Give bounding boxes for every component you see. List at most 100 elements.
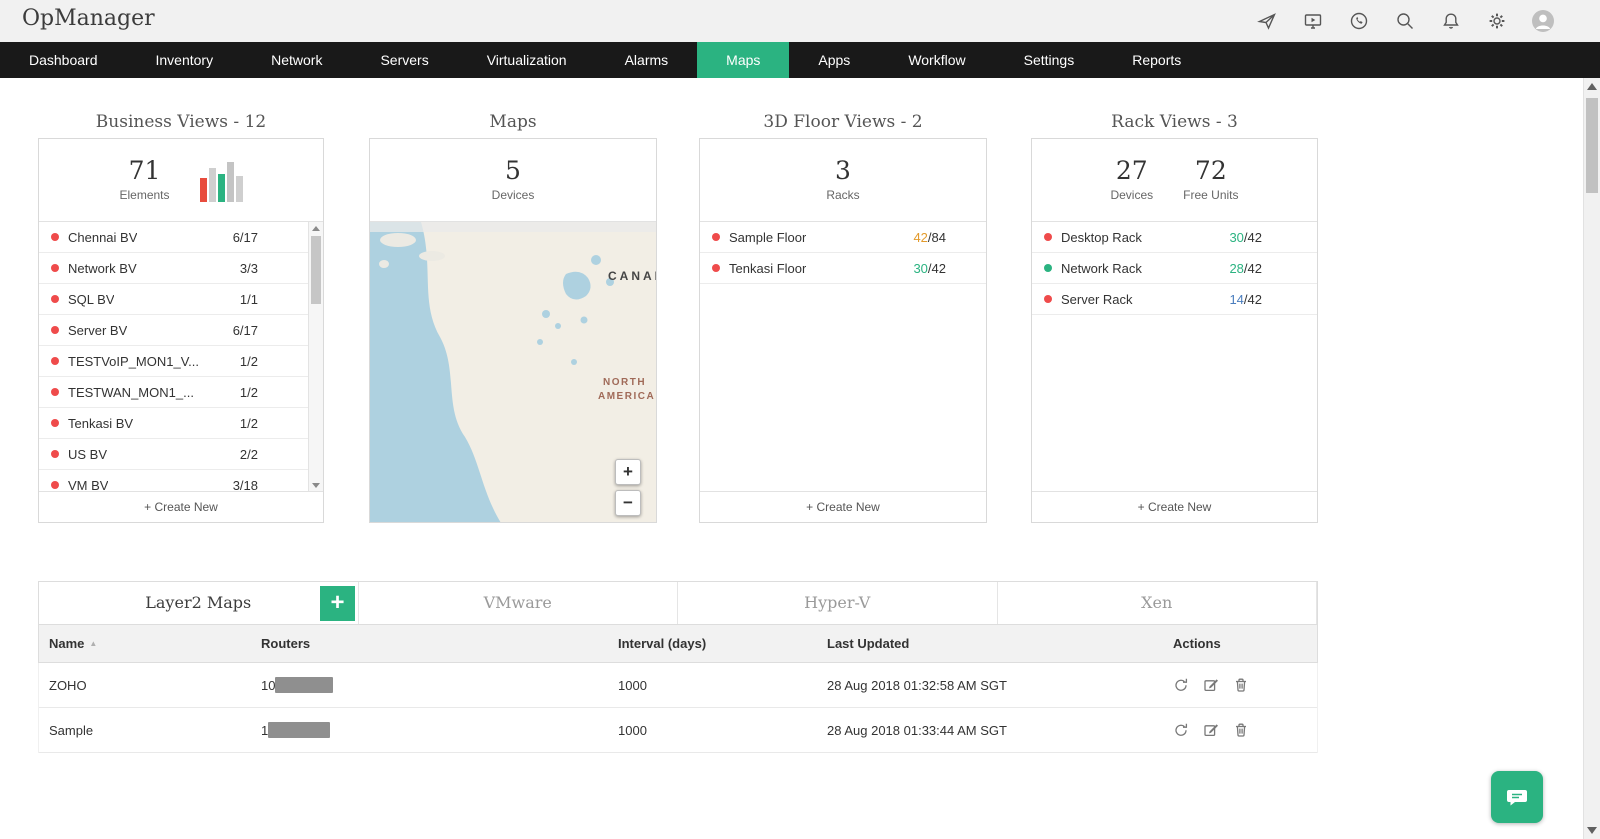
nav-apps[interactable]: Apps: [818, 52, 851, 68]
zoom-out-button[interactable]: −: [615, 490, 641, 516]
routers-value: 10: [261, 677, 276, 693]
list-item[interactable]: Network BV 3/3: [39, 253, 308, 284]
status-dot: [51, 419, 59, 427]
item-value: 1/2: [239, 353, 258, 369]
item-name: Tenkasi Floor: [729, 260, 807, 276]
edit-icon[interactable]: [1203, 677, 1219, 693]
search-icon[interactable]: [1394, 10, 1416, 32]
nav-reports[interactable]: Reports: [1132, 52, 1182, 68]
scroll-thumb[interactable]: [311, 236, 321, 304]
tab-xen[interactable]: Xen: [998, 582, 1317, 624]
list-item[interactable]: Desktop Rack 30/42: [1032, 222, 1317, 253]
list-item[interactable]: Server Rack 14/42: [1032, 284, 1317, 315]
tab-vmware[interactable]: VMware: [359, 582, 678, 624]
elements-count: 71: [128, 156, 161, 186]
business-views-list: Chennai BV 6/17 Network BV 3/3 SQL BV 1/…: [39, 222, 323, 492]
maps-summary: 5 Devices: [370, 139, 656, 222]
page-scrollbar[interactable]: [1583, 78, 1600, 839]
settings-gear-icon[interactable]: [1486, 10, 1508, 32]
scroll-up-icon[interactable]: [312, 226, 320, 231]
column-header-actions: Actions: [1173, 636, 1221, 651]
list-item[interactable]: Sample Floor 42/84: [700, 222, 986, 253]
tab-layer2-maps[interactable]: Layer2 Maps: [39, 582, 359, 624]
table-row[interactable]: ZOHO 10 1000 28 Aug 2018 01:32:58 AM SGT: [39, 663, 1317, 708]
list-item[interactable]: TESTVoIP_MON1_V... 1/2: [39, 346, 308, 377]
add-layer2-map-button[interactable]: +: [320, 586, 355, 621]
create-new-business-view[interactable]: + Create New: [39, 491, 323, 522]
column-header-last-updated: Last Updated: [827, 636, 910, 651]
scroll-down-icon[interactable]: [312, 483, 320, 488]
rack-views-card: 27 Devices 72 Free Units Desktop Rack 30…: [1031, 138, 1318, 523]
nav-settings[interactable]: Settings: [1023, 52, 1075, 68]
business-views-card: 71 Elements Chennai BV 6/17 Network BV 3…: [38, 138, 324, 523]
scrollbar-down-arrow[interactable]: [1587, 827, 1597, 834]
actions-cell: [1163, 722, 1319, 738]
list-item[interactable]: VM BV 3/18: [39, 470, 308, 492]
notifications-icon[interactable]: [1440, 10, 1462, 32]
used-count: 14: [1229, 291, 1244, 307]
devices-stat: 5 Devices: [492, 158, 535, 202]
support-icon[interactable]: [1348, 10, 1370, 32]
delete-icon[interactable]: [1233, 722, 1249, 738]
maps-card: 5 Devices CANADA NORTH: [369, 138, 657, 523]
send-icon[interactable]: [1256, 10, 1278, 32]
nav-alarms[interactable]: Alarms: [624, 52, 669, 68]
create-new-floor-view[interactable]: + Create New: [700, 491, 986, 522]
used-count: 42: [913, 229, 928, 245]
map-label-america: AMERICA: [598, 391, 655, 402]
nav-inventory[interactable]: Inventory: [155, 52, 214, 68]
column-header-name[interactable]: Name ▲: [49, 636, 98, 651]
nav-virtualization[interactable]: Virtualization: [486, 52, 567, 68]
table-body: ZOHO 10 1000 28 Aug 2018 01:32:58 AM SGT…: [38, 663, 1318, 753]
user-avatar[interactable]: [1532, 10, 1554, 32]
item-value: 3/18: [232, 477, 258, 493]
scrollbar-thumb[interactable]: [1586, 98, 1598, 193]
nav-network[interactable]: Network: [271, 52, 323, 68]
status-dot: [712, 264, 720, 272]
zoom-in-button[interactable]: +: [615, 459, 641, 485]
chat-support-button[interactable]: [1491, 771, 1543, 823]
elements-label: Elements: [119, 187, 170, 202]
map-type-tabs: Layer2 Maps VMware Hyper-V Xen +: [38, 581, 1318, 625]
redaction-box: [275, 677, 334, 693]
nav-workflow[interactable]: Workflow: [908, 52, 966, 68]
table-row[interactable]: Sample 1 1000 28 Aug 2018 01:33:44 AM SG…: [39, 708, 1317, 753]
list-item[interactable]: Tenkasi BV 1/2: [39, 408, 308, 439]
layer2-maps-section: Layer2 Maps VMware Hyper-V Xen + Name ▲ R…: [38, 581, 1318, 753]
item-name: Sample Floor: [729, 229, 807, 245]
item-value: 3/3: [239, 260, 258, 276]
tab-hyperv[interactable]: Hyper-V: [678, 582, 998, 624]
list-item[interactable]: Chennai BV 6/17: [39, 222, 308, 253]
scrollbar-up-arrow[interactable]: [1587, 83, 1597, 90]
bar-chart-icon: [199, 158, 243, 202]
item-value: 1/2: [239, 384, 258, 400]
rediscover-icon[interactable]: [1173, 722, 1189, 738]
list-item[interactable]: TESTWAN_MON1_... 1/2: [39, 377, 308, 408]
list-item[interactable]: Network Rack 28/42: [1032, 253, 1317, 284]
redaction-box: [268, 722, 331, 738]
list-scrollbar[interactable]: [308, 222, 323, 492]
business-views-title: Business Views - 12: [95, 112, 267, 132]
edit-icon[interactable]: [1203, 722, 1219, 738]
list-item[interactable]: Server BV 6/17: [39, 315, 308, 346]
map-name[interactable]: Sample: [49, 722, 94, 738]
list-item[interactable]: Tenkasi Floor 30/42: [700, 253, 986, 284]
app-logo: OpManager: [22, 6, 155, 31]
nav-maps[interactable]: Maps: [697, 42, 790, 78]
world-map[interactable]: CANADA NORTH AMERICA + −: [370, 222, 656, 522]
delete-icon[interactable]: [1233, 677, 1249, 693]
nav-dashboard[interactable]: Dashboard: [29, 52, 98, 68]
remote-session-icon[interactable]: [1302, 10, 1324, 32]
total-count: /42: [927, 260, 946, 276]
item-value: 1/1: [239, 291, 258, 307]
status-dot: [1044, 295, 1052, 303]
map-name[interactable]: ZOHO: [49, 677, 87, 693]
rediscover-icon[interactable]: [1173, 677, 1189, 693]
nav-servers[interactable]: Servers: [380, 52, 429, 68]
map-zoom-controls: + −: [615, 454, 641, 516]
create-new-rack-view[interactable]: + Create New: [1032, 491, 1317, 522]
list-item[interactable]: SQL BV 1/1: [39, 284, 308, 315]
list-item[interactable]: US BV 2/2: [39, 439, 308, 470]
rack-devices-label: Devices: [1110, 187, 1154, 202]
status-dot: [51, 450, 59, 458]
